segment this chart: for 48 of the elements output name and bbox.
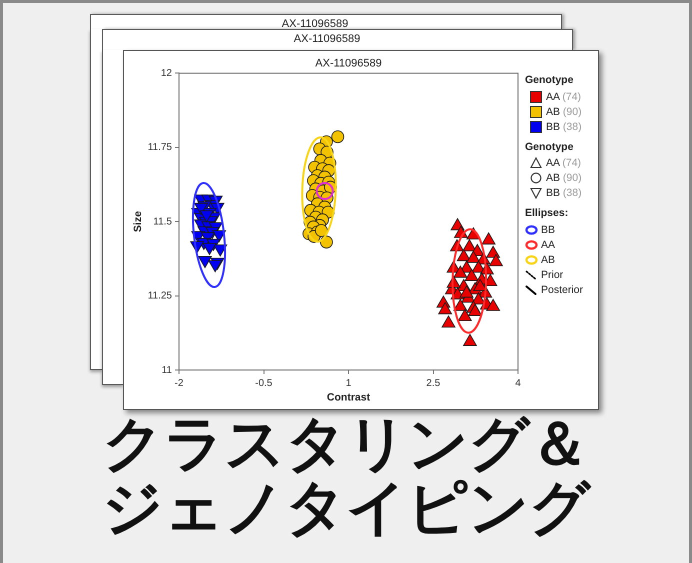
point	[331, 130, 344, 144]
point	[438, 302, 452, 314]
point	[460, 286, 474, 298]
text: Ellipses:	[525, 207, 568, 219]
legend-label: BB (38)	[546, 120, 582, 132]
text: Genotype	[525, 74, 574, 86]
text: AA (74)	[546, 157, 582, 169]
y-tick-label: 11.5	[153, 216, 172, 228]
text: Genotype	[525, 140, 574, 152]
point	[473, 278, 488, 292]
point	[462, 239, 476, 252]
point	[442, 316, 456, 328]
chart-title: AX-11096589	[282, 18, 348, 30]
legend-label: AB	[541, 254, 556, 266]
legend-label: Posterior	[541, 284, 584, 296]
text: AB (90)	[546, 172, 582, 184]
point	[486, 298, 500, 311]
point	[468, 304, 482, 316]
chart-title: AX-11096589	[294, 33, 360, 45]
legend-label: BB	[541, 224, 556, 236]
y-tick-label: 11	[162, 364, 172, 376]
y-tick-label: 11.75	[148, 142, 172, 154]
point	[314, 224, 328, 237]
point	[453, 266, 468, 278]
x-tick-label: 1	[346, 378, 352, 389]
y-tick-label: 11.25	[148, 290, 172, 302]
point	[456, 249, 471, 262]
x-tick-label: 4	[515, 378, 522, 389]
legend-label: AA	[541, 238, 556, 250]
point	[453, 298, 468, 311]
chart-title: AX-11096589	[315, 58, 382, 70]
point	[463, 334, 477, 346]
point	[482, 232, 496, 244]
point	[466, 250, 480, 263]
x-tick-label: 2.5	[426, 378, 441, 389]
point	[316, 182, 334, 200]
text: BB (38)	[546, 187, 582, 199]
y-axis-title: Size	[132, 210, 144, 232]
legend-label: AA (74)	[546, 90, 582, 102]
x-axis-title: Contrast	[326, 392, 371, 404]
point	[464, 268, 479, 281]
x-tick-label: -2	[174, 378, 184, 389]
point	[458, 308, 472, 322]
legend-label: AB (90)	[546, 106, 582, 118]
x-tick-label: -0.5	[255, 378, 273, 389]
legend-label: Prior	[541, 268, 564, 280]
point	[489, 254, 503, 266]
y-tick-label: 12	[160, 68, 172, 79]
